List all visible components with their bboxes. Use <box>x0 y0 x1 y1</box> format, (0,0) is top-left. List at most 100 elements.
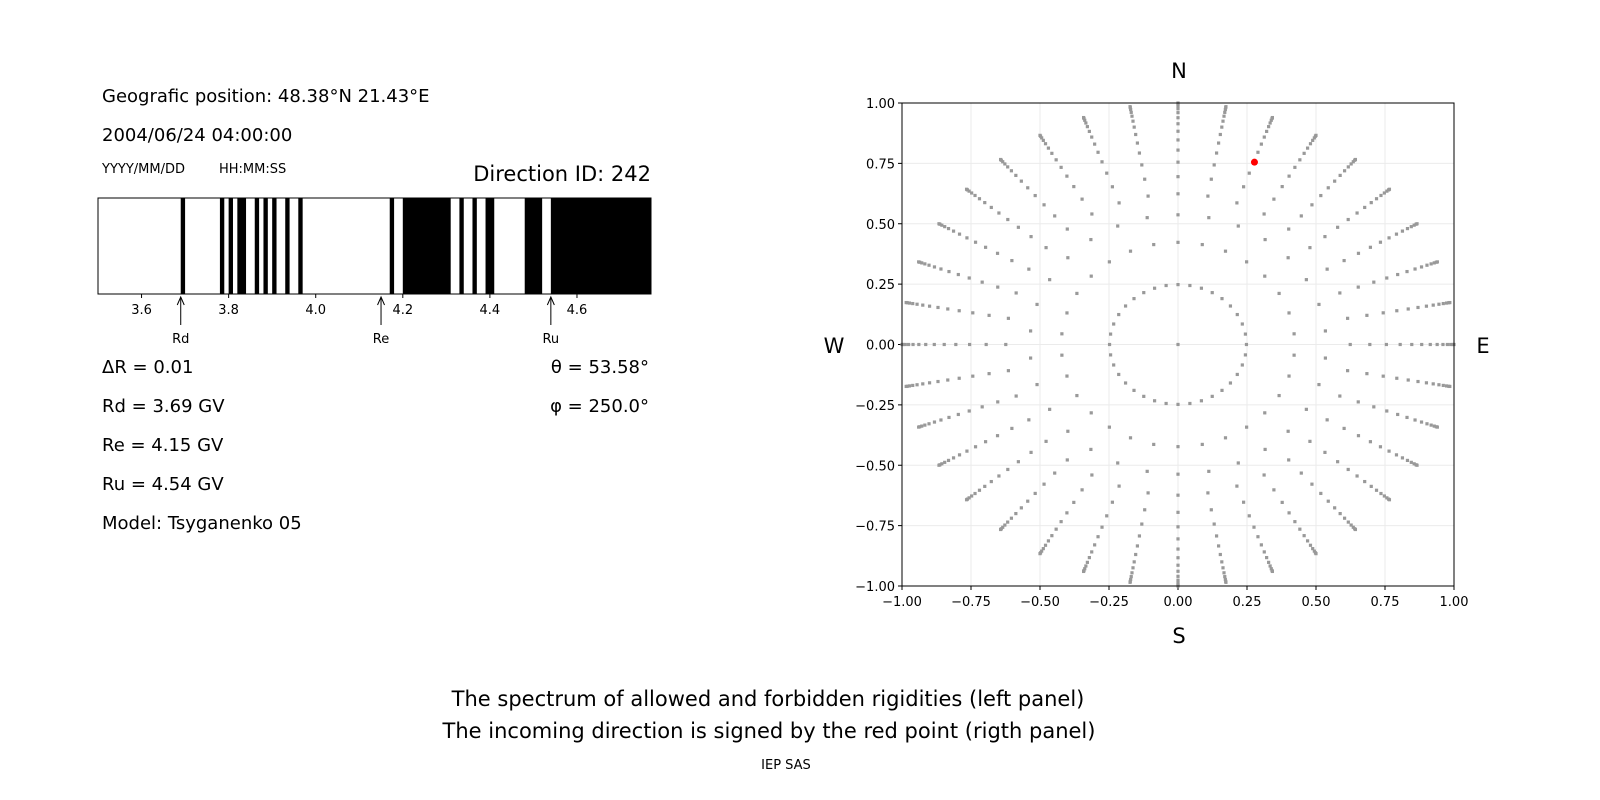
direction-point <box>1413 267 1417 271</box>
direction-point <box>1378 240 1383 244</box>
forbidden-band <box>272 198 277 294</box>
direction-point <box>1243 353 1248 357</box>
direction-point <box>1093 543 1097 547</box>
direction-point <box>1105 514 1109 518</box>
direction-point <box>1176 104 1180 108</box>
direction-point <box>1035 382 1039 387</box>
direction-point <box>1228 381 1233 385</box>
direction-point <box>1259 142 1263 146</box>
direction-point <box>1084 564 1088 568</box>
direction-point <box>1265 555 1269 560</box>
direction-point <box>1188 401 1192 406</box>
direction-point <box>1222 571 1226 575</box>
direction-point <box>951 229 956 233</box>
x-tick-label: 0.50 <box>1302 595 1331 610</box>
direction-point <box>957 309 961 313</box>
forbidden-band <box>485 198 495 294</box>
direction-point <box>1135 544 1140 548</box>
direction-point <box>1449 342 1453 347</box>
direction-point <box>1176 342 1180 347</box>
caption-line-2: The incoming direction is signed by the … <box>442 719 1096 743</box>
direction-point <box>1269 567 1273 571</box>
direction-point <box>1424 381 1429 385</box>
direction-point <box>964 187 969 191</box>
spectrum-frame <box>97 197 652 295</box>
y-tick-label: 0.25 <box>866 278 895 293</box>
direction-point <box>1027 418 1031 422</box>
arrow-head-icon <box>377 295 385 306</box>
direction-point <box>984 342 988 347</box>
direction-point <box>1105 171 1109 175</box>
direction-point <box>957 453 962 457</box>
direction-point <box>1043 142 1048 146</box>
y-tick-label: 1.00 <box>866 97 895 112</box>
direction-point <box>1143 508 1147 512</box>
direction-point <box>1075 393 1079 398</box>
direction-point <box>1019 179 1023 183</box>
direction-point <box>1206 491 1210 495</box>
direction-point <box>1372 280 1376 284</box>
direction-point <box>1432 424 1436 428</box>
forbidden-band <box>285 198 290 294</box>
direction-point <box>987 372 991 376</box>
direction-point <box>920 424 924 428</box>
direction-point <box>923 262 927 266</box>
direction-point <box>1188 283 1192 288</box>
direction-point <box>1060 332 1064 336</box>
direction-point <box>1400 229 1405 233</box>
direction-point <box>1346 217 1350 222</box>
direction-point <box>1059 520 1063 524</box>
direction-point <box>987 313 991 317</box>
direction-point <box>1429 262 1433 266</box>
direction-point <box>1346 467 1350 472</box>
direction-point <box>1437 302 1441 306</box>
direction-point <box>1041 547 1045 551</box>
forbidden-band <box>524 198 543 294</box>
direction-point <box>1207 216 1211 220</box>
direction-point <box>1131 566 1135 570</box>
direction-point <box>1042 482 1046 486</box>
direction-point <box>983 201 987 205</box>
direction-point <box>1038 133 1042 137</box>
direction-point <box>1046 146 1051 150</box>
direction-point <box>1003 162 1007 166</box>
direction-point <box>1308 246 1312 250</box>
direction-point <box>1363 205 1367 210</box>
direction-point <box>1353 157 1358 162</box>
direction-point <box>1135 141 1140 145</box>
direction-point <box>1130 114 1134 118</box>
direction-point <box>1223 577 1227 582</box>
direction-point <box>1369 484 1373 488</box>
direction-point <box>1298 158 1302 162</box>
x-tick-label: 4.6 <box>567 303 588 318</box>
direction-point <box>1010 258 1014 263</box>
direction-point <box>1269 118 1273 122</box>
direction-point <box>997 211 1001 215</box>
direction-point <box>904 300 908 305</box>
direction-point <box>911 342 915 347</box>
direction-point <box>1176 116 1180 120</box>
direction-point <box>1245 425 1249 429</box>
direction-point <box>1247 171 1251 175</box>
direction-point <box>1210 291 1214 295</box>
direction-point <box>1382 494 1386 498</box>
direction-point <box>1441 301 1445 306</box>
time-format-label: HH:MM:SS <box>219 162 286 177</box>
direction-point <box>1016 460 1020 464</box>
date-format-label: YYYY/MM/DD <box>101 162 185 177</box>
direction-point <box>1305 146 1310 150</box>
direction-point <box>1342 516 1347 520</box>
direction-point <box>1287 374 1291 378</box>
direction-point <box>1072 184 1076 189</box>
direction-point <box>1317 382 1321 387</box>
direction-point <box>1117 312 1121 317</box>
direction-point <box>1242 185 1246 189</box>
direction-point <box>1448 384 1452 389</box>
direction-point <box>1029 235 1033 239</box>
direction-point <box>927 381 932 385</box>
direction-point <box>1033 193 1037 198</box>
direction-point <box>973 193 977 198</box>
direction-point <box>1145 216 1149 220</box>
direction-point <box>1270 115 1274 120</box>
direction-point <box>1346 165 1350 169</box>
